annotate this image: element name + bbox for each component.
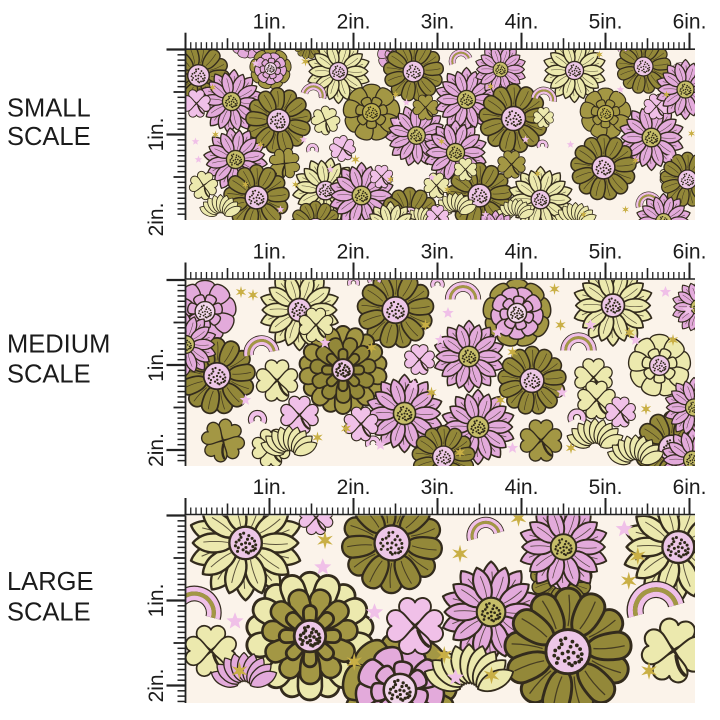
svg-text:SMALL: SMALL — [7, 95, 91, 123]
svg-text:2in.: 2in. — [337, 241, 371, 264]
svg-text:SCALE: SCALE — [7, 361, 91, 389]
svg-text:SCALE: SCALE — [7, 123, 91, 151]
svg-text:5in.: 5in. — [589, 11, 623, 34]
svg-text:3in.: 3in. — [421, 11, 455, 34]
svg-text:4in.: 4in. — [505, 476, 539, 499]
svg-text:SCALE: SCALE — [7, 599, 91, 627]
svg-text:5in.: 5in. — [589, 241, 623, 264]
svg-text:2in.: 2in. — [145, 203, 168, 237]
svg-text:6in.: 6in. — [673, 476, 707, 499]
svg-text:2in.: 2in. — [337, 11, 371, 34]
svg-text:4in.: 4in. — [505, 241, 539, 264]
svg-text:1in.: 1in. — [145, 348, 168, 382]
svg-text:1in.: 1in. — [145, 584, 168, 618]
svg-text:4in.: 4in. — [505, 11, 539, 34]
svg-text:1in.: 1in. — [145, 118, 168, 152]
svg-text:6in.: 6in. — [673, 241, 707, 264]
svg-text:MEDIUM: MEDIUM — [7, 331, 110, 359]
svg-text:1in.: 1in. — [253, 476, 287, 499]
svg-text:2in.: 2in. — [145, 433, 168, 467]
svg-text:3in.: 3in. — [421, 241, 455, 264]
svg-text:6in.: 6in. — [673, 11, 707, 34]
svg-text:1in.: 1in. — [253, 241, 287, 264]
svg-text:3in.: 3in. — [421, 476, 455, 499]
svg-text:2in.: 2in. — [145, 669, 168, 703]
svg-text:2in.: 2in. — [337, 476, 371, 499]
svg-text:5in.: 5in. — [589, 476, 623, 499]
svg-text:1in.: 1in. — [253, 11, 287, 34]
svg-text:LARGE: LARGE — [7, 568, 93, 596]
